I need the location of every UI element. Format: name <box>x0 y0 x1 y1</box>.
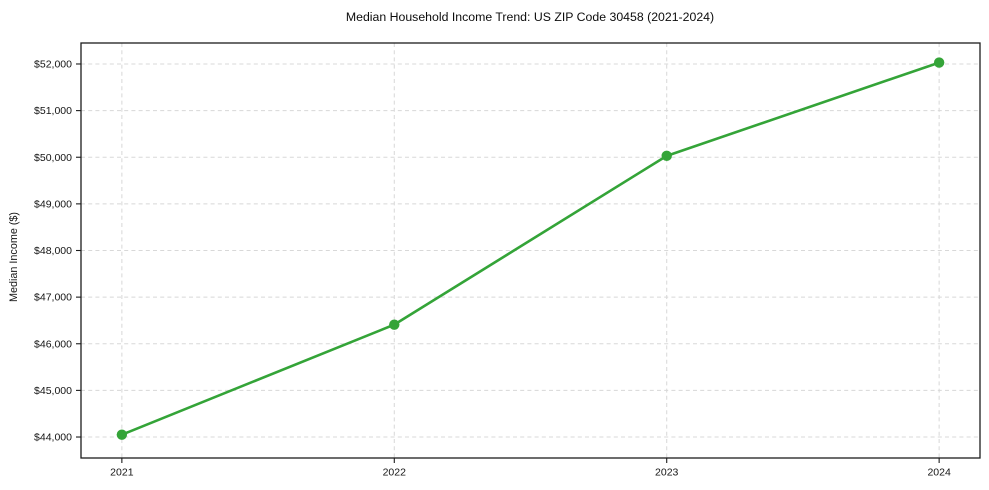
y-tick-label: $51,000 <box>34 105 72 117</box>
chart-title: Median Household Income Trend: US ZIP Co… <box>346 10 714 24</box>
x-tick-label: 2024 <box>927 467 951 479</box>
x-tick-label: 2022 <box>383 467 407 479</box>
y-tick-label: $48,000 <box>34 245 72 257</box>
data-point-2022 <box>389 319 400 330</box>
income-trend-line <box>120 61 941 436</box>
data-point-2021 <box>116 429 128 440</box>
y-tick-label: $52,000 <box>34 59 72 71</box>
y-tick-label: $46,000 <box>34 338 72 350</box>
x-tick-label: 2021 <box>110 467 134 479</box>
plot-area: $44,000 $45,000 $46,000 $47,000 $48,000 $49,0… <box>34 42 981 479</box>
y-tick-label: $50,000 <box>34 152 72 164</box>
y-axis-label: Median Income ($) <box>8 212 20 302</box>
y-tick-label: $44,000 <box>34 432 72 444</box>
y-tick-label: $49,000 <box>34 198 72 210</box>
data-point-2023 <box>661 150 672 162</box>
y-tick-label: $47,000 <box>34 292 72 304</box>
data-point-2024 <box>933 57 945 68</box>
x-tick-label: 2023 <box>655 467 679 479</box>
y-tick-label: $45,000 <box>34 385 72 397</box>
